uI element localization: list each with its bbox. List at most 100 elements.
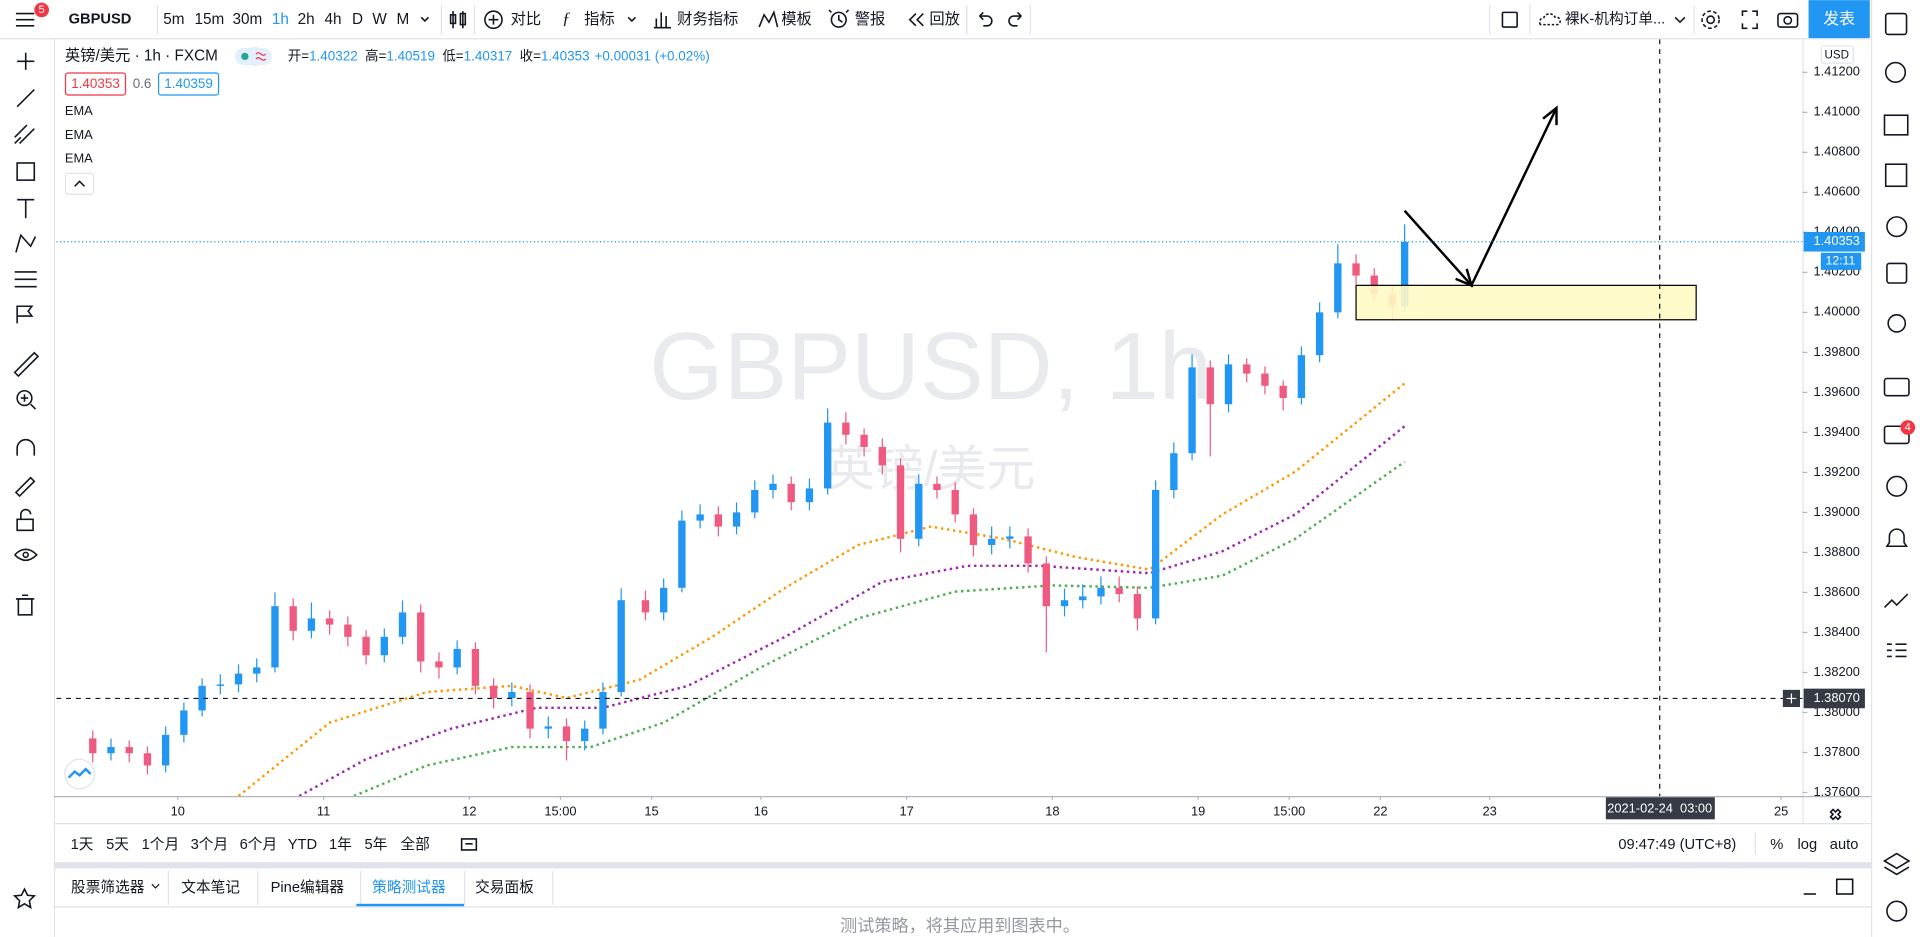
toolbar-button[interactable]: 警报 — [855, 11, 886, 28]
range-button[interactable]: 1天 — [71, 837, 94, 853]
symbol[interactable]: GBPUSD — [69, 12, 132, 28]
undo-button[interactable] — [979, 11, 993, 27]
indicator-icon[interactable]: ƒ — [562, 9, 571, 28]
panel-tab[interactable]: Pine编辑器 — [271, 879, 345, 896]
currency[interactable]: USD — [1824, 48, 1849, 61]
interval-dropdown[interactable] — [420, 16, 430, 23]
data-window-icon[interactable] — [1884, 163, 1908, 188]
lock-drawing-tool[interactable] — [14, 476, 36, 498]
candle-body — [435, 661, 443, 668]
indicator-dropdown[interactable] — [627, 16, 637, 23]
zoom-tool[interactable] — [16, 389, 37, 410]
favorites-tool[interactable] — [12, 887, 37, 910]
indicator-label[interactable]: EMA — [65, 103, 93, 118]
fib-tool[interactable] — [14, 124, 35, 144]
panel-tab[interactable]: 策略测试器 — [372, 879, 446, 896]
layout-name[interactable]: 裸K-机构订单... — [1565, 11, 1665, 28]
redo-button[interactable] — [1008, 11, 1022, 27]
indicator-label[interactable]: EMA — [65, 127, 93, 142]
toolbar-button[interactable]: 指标 — [584, 11, 615, 28]
visibility-tool[interactable] — [14, 548, 38, 562]
toolbar-button[interactable]: 财务指标 — [677, 11, 738, 28]
bid-box[interactable] — [64, 72, 127, 96]
axis-settings[interactable] — [1829, 808, 1842, 821]
goto-date[interactable] — [460, 838, 478, 851]
range-button[interactable]: YTD — [288, 837, 317, 853]
magnet-tool[interactable] — [16, 438, 36, 456]
collapse-chevron[interactable] — [74, 180, 86, 187]
range-button[interactable]: 5年 — [364, 836, 387, 853]
scale-option[interactable]: log — [1798, 837, 1818, 853]
indicator-label[interactable]: EMA — [65, 151, 93, 166]
alarm-icon[interactable] — [1884, 61, 1907, 83]
range-button[interactable]: 6个月 — [240, 836, 278, 853]
logo-icon[interactable] — [67, 767, 92, 779]
interval-button[interactable]: D — [352, 11, 363, 28]
prediction-tool[interactable] — [14, 271, 37, 288]
layers-icon[interactable] — [1882, 852, 1911, 876]
hotlist-icon[interactable] — [1886, 216, 1908, 238]
toolbar-button[interactable]: 模板 — [781, 10, 812, 28]
trading-icon[interactable] — [1883, 593, 1909, 609]
interval-button[interactable]: W — [372, 11, 387, 28]
publish-button[interactable] — [1808, 0, 1870, 39]
news-icon[interactable] — [1883, 114, 1909, 136]
lock-tool[interactable] — [16, 508, 34, 532]
alert-icon[interactable] — [828, 9, 850, 28]
range-button[interactable]: 1年 — [329, 836, 352, 853]
trend-line-tool[interactable] — [16, 88, 35, 108]
interval-button[interactable]: 4h — [325, 11, 342, 28]
template-icon[interactable] — [758, 10, 779, 28]
layout-dropdown[interactable] — [1674, 16, 1686, 24]
watchlist-icon[interactable] — [1884, 12, 1908, 36]
help-icon[interactable] — [1886, 900, 1908, 922]
scale-option[interactable]: % — [1770, 837, 1783, 853]
interval-button[interactable]: 2h — [298, 11, 315, 28]
fullscreen-button[interactable] — [1741, 10, 1758, 30]
messages-icon[interactable] — [1883, 425, 1910, 445]
text-tool[interactable] — [17, 198, 35, 219]
panel-tab[interactable]: 文本笔记 — [181, 879, 240, 896]
ask-box[interactable] — [157, 72, 220, 96]
crosshair-tool[interactable] — [17, 52, 35, 70]
panel-maximize[interactable] — [1835, 878, 1854, 895]
panel-tab[interactable]: 股票筛选器 — [71, 879, 145, 896]
measure-tool[interactable] — [13, 351, 40, 378]
panel-tab[interactable]: 交易面板 — [475, 878, 534, 896]
range-button[interactable]: 1个月 — [142, 836, 180, 853]
scale-option[interactable]: auto — [1830, 837, 1859, 853]
pattern-tool[interactable] — [15, 233, 37, 253]
shape-tool[interactable] — [16, 162, 36, 181]
interval-button[interactable]: 5m — [163, 11, 184, 28]
toolbar-button[interactable]: 回放 — [929, 11, 960, 28]
replay-icon[interactable] — [908, 13, 924, 27]
crosshair-plus[interactable] — [1786, 693, 1797, 704]
interval-button[interactable]: 30m — [232, 11, 262, 28]
calendar-icon[interactable] — [1886, 262, 1908, 284]
range-button[interactable]: 3个月 — [191, 836, 229, 853]
ideas-icon[interactable] — [1887, 314, 1907, 333]
range-button[interactable]: 5天 — [106, 837, 129, 853]
tab-dropdown[interactable] — [151, 883, 160, 889]
interval-button[interactable]: 1h — [272, 11, 289, 28]
ask-price[interactable]: 1.40359 — [164, 76, 213, 91]
snapshot-button[interactable] — [1777, 12, 1799, 28]
bid-price[interactable]: 1.40353 — [71, 76, 120, 91]
range-button[interactable]: 全部 — [400, 835, 429, 853]
icon-tool[interactable] — [16, 305, 34, 324]
delete-tool[interactable] — [15, 594, 35, 616]
interval-button[interactable]: M — [396, 11, 409, 28]
chart-style-icon[interactable] — [449, 11, 467, 29]
chat-icon[interactable] — [1883, 377, 1910, 397]
notifications-icon[interactable] — [1885, 528, 1909, 548]
compare-icon[interactable] — [484, 10, 503, 30]
collapse-legend[interactable] — [64, 172, 95, 195]
layout-toggle[interactable] — [1501, 11, 1518, 28]
financials-icon[interactable] — [653, 12, 672, 29]
toolbar-button[interactable]: 对比 — [511, 11, 542, 28]
depth-icon[interactable] — [1886, 643, 1907, 658]
menu-button[interactable] — [15, 12, 35, 27]
streams-icon[interactable] — [1886, 475, 1908, 497]
publish-label[interactable]: 发表 — [1823, 10, 1855, 28]
interval-button[interactable]: 15m — [195, 11, 225, 28]
